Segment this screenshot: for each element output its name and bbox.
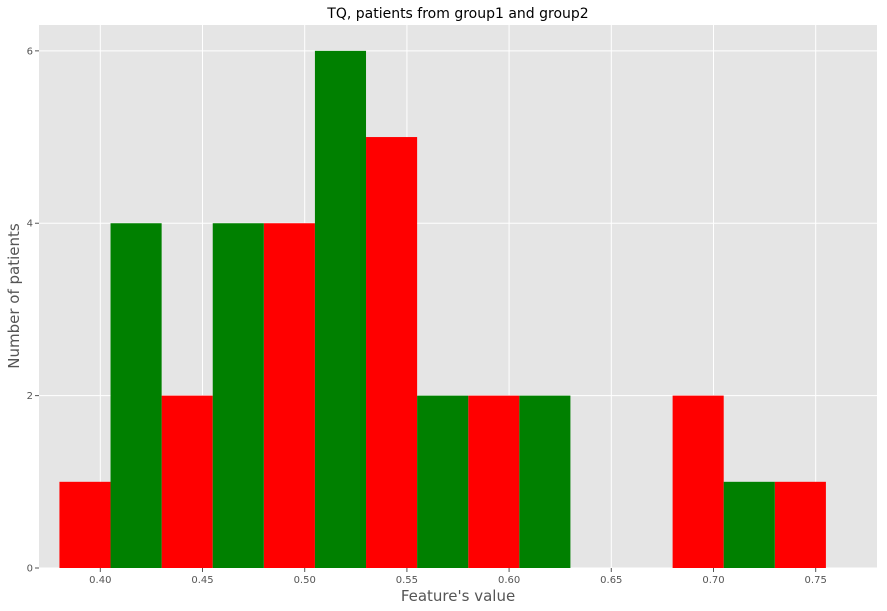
bars xyxy=(59,50,826,569)
bar-series-2-bin-3 xyxy=(314,50,367,569)
x-tick-label: 0.45 xyxy=(191,575,213,586)
bar-series-2-bin-5 xyxy=(519,395,571,568)
x-tick-label: 0.60 xyxy=(498,575,520,586)
bar-series-2-bin-7 xyxy=(723,481,775,568)
chart-title: TQ, patients from group1 and group2 xyxy=(326,6,588,22)
y-axis-label: Number of patients xyxy=(5,223,23,369)
bar-series-1-bin-5 xyxy=(468,395,520,568)
bar-series-1-bin-7 xyxy=(672,395,724,568)
x-tick-label: 0.70 xyxy=(702,575,724,586)
x-axis-label: Feature's value xyxy=(401,587,515,605)
y-tick-label: 4 xyxy=(27,219,33,230)
bar-series-1-bin-3 xyxy=(263,223,315,568)
bar-series-2-bin-4 xyxy=(417,395,469,568)
x-tick-label: 0.40 xyxy=(89,575,111,586)
x-tick-label: 0.75 xyxy=(805,575,827,586)
bar-series-1-bin-1 xyxy=(59,481,111,568)
x-axis-ticks: 0.40 0.45 0.50 0.55 0.60 0.65 0.70 0.75 xyxy=(89,568,827,586)
x-tick-label: 0.55 xyxy=(396,575,418,586)
bar-series-1-bin-8 xyxy=(774,481,826,568)
y-tick-label: 2 xyxy=(27,391,33,402)
x-tick-label: 0.50 xyxy=(294,575,316,586)
bar-series-1-bin-2 xyxy=(161,395,213,568)
bar-series-2-bin-2 xyxy=(212,223,264,568)
y-tick-label: 6 xyxy=(27,46,33,57)
bar-series-2-bin-1 xyxy=(110,223,162,568)
y-axis-ticks: 0 2 4 6 xyxy=(27,46,39,575)
y-tick-label: 0 xyxy=(27,564,33,575)
bar-series-1-bin-4 xyxy=(366,137,418,569)
x-tick-label: 0.65 xyxy=(600,575,622,586)
